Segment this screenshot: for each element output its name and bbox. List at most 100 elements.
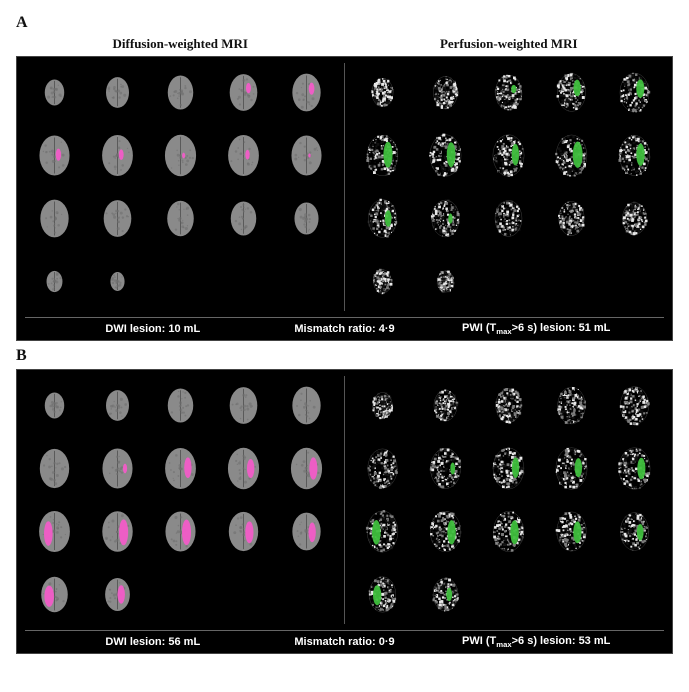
panel-a-dwi-grid	[25, 63, 336, 311]
panel-b-pwi-grid	[353, 376, 664, 624]
pwi-brain-slice	[416, 502, 475, 561]
pwi-brain-slice	[542, 252, 601, 311]
pwi-brain-slice	[353, 63, 412, 122]
panel-b: DWI lesion: 56 mL Mismatch ratio: 0·9 PW…	[16, 369, 673, 654]
panel-b-label: B	[16, 347, 673, 365]
col-header-pwi: Perfusion-weighted MRI	[345, 36, 674, 52]
panel-a-pwi-grid	[353, 63, 664, 311]
dwi-brain-slice	[25, 63, 84, 122]
dwi-brain-slice	[25, 439, 84, 498]
dwi-brain-slice	[214, 439, 273, 498]
dwi-brain-slice	[88, 252, 147, 311]
dwi-brain-slice	[151, 502, 210, 561]
pwi-brain-slice	[542, 376, 601, 435]
dwi-readout: DWI lesion: 10 mL	[25, 323, 281, 335]
pwi-brain-slice	[542, 189, 601, 248]
dwi-brain-slice	[277, 439, 336, 498]
dwi-brain-slice	[151, 376, 210, 435]
dwi-brain-slice	[88, 565, 147, 624]
pwi-brain-slice	[353, 126, 412, 185]
dwi-brain-slice	[214, 376, 273, 435]
dwi-brain-slice	[25, 189, 84, 248]
pwi-brain-slice	[479, 252, 538, 311]
dwi-brain-slice	[88, 376, 147, 435]
pwi-brain-slice	[542, 439, 601, 498]
dwi-brain-slice	[214, 502, 273, 561]
dwi-brain-slice	[151, 439, 210, 498]
pwi-brain-slice	[479, 189, 538, 248]
pwi-brain-slice	[353, 376, 412, 435]
pwi-brain-slice	[353, 252, 412, 311]
dwi-brain-slice	[88, 126, 147, 185]
dwi-brain-slice	[277, 63, 336, 122]
dwi-brain-slice	[88, 189, 147, 248]
dwi-brain-slice	[88, 63, 147, 122]
pwi-brain-slice	[605, 189, 664, 248]
panel-divider	[344, 376, 345, 624]
panel-b-dwi-grid	[25, 376, 336, 624]
dwi-brain-slice	[151, 63, 210, 122]
dwi-brain-slice	[214, 189, 273, 248]
pwi-brain-slice	[542, 502, 601, 561]
pwi-brain-slice	[605, 63, 664, 122]
dwi-brain-slice	[151, 252, 210, 311]
dwi-brain-slice	[25, 565, 84, 624]
pwi-brain-slice	[416, 189, 475, 248]
dwi-brain-slice	[277, 252, 336, 311]
pwi-brain-slice	[416, 439, 475, 498]
dwi-brain-slice	[151, 189, 210, 248]
pwi-brain-slice	[479, 376, 538, 435]
dwi-brain-slice	[88, 502, 147, 561]
pwi-brain-slice	[353, 189, 412, 248]
pwi-brain-slice	[479, 126, 538, 185]
dwi-brain-slice	[25, 126, 84, 185]
col-header-dwi: Diffusion-weighted MRI	[16, 36, 345, 52]
pwi-brain-slice	[479, 439, 538, 498]
panel-a-label: A	[16, 14, 673, 32]
mismatch-readout: Mismatch ratio: 4·9	[281, 323, 409, 335]
dwi-brain-slice	[277, 126, 336, 185]
dwi-brain-slice	[214, 252, 273, 311]
panel-a-readout: DWI lesion: 10 mL Mismatch ratio: 4·9 PW…	[25, 317, 664, 336]
pwi-brain-slice	[605, 502, 664, 561]
pwi-brain-slice	[479, 63, 538, 122]
pwi-brain-slice	[605, 439, 664, 498]
dwi-brain-slice	[277, 376, 336, 435]
pwi-brain-slice	[353, 565, 412, 624]
pwi-brain-slice	[542, 565, 601, 624]
pwi-brain-slice	[416, 126, 475, 185]
pwi-brain-slice	[542, 63, 601, 122]
pwi-brain-slice	[605, 376, 664, 435]
panel-b-readout: DWI lesion: 56 mL Mismatch ratio: 0·9 PW…	[25, 630, 664, 649]
pwi-brain-slice	[416, 376, 475, 435]
dwi-brain-slice	[277, 502, 336, 561]
dwi-brain-slice	[277, 189, 336, 248]
pwi-brain-slice	[479, 565, 538, 624]
pwi-brain-slice	[605, 126, 664, 185]
dwi-brain-slice	[214, 63, 273, 122]
dwi-brain-slice	[25, 376, 84, 435]
dwi-brain-slice	[214, 126, 273, 185]
dwi-brain-slice	[277, 565, 336, 624]
panel-divider	[344, 63, 345, 311]
mismatch-readout: Mismatch ratio: 0·9	[281, 636, 409, 648]
pwi-brain-slice	[542, 126, 601, 185]
dwi-brain-slice	[214, 565, 273, 624]
dwi-brain-slice	[88, 439, 147, 498]
pwi-brain-slice	[416, 252, 475, 311]
dwi-brain-slice	[151, 565, 210, 624]
column-headers: Diffusion-weighted MRI Perfusion-weighte…	[16, 36, 673, 52]
dwi-brain-slice	[151, 126, 210, 185]
dwi-readout: DWI lesion: 56 mL	[25, 636, 281, 648]
pwi-brain-slice	[416, 565, 475, 624]
panel-a: DWI lesion: 10 mL Mismatch ratio: 4·9 PW…	[16, 56, 673, 341]
pwi-readout: PWI (Tmax>6 s) lesion: 53 mL	[408, 635, 664, 649]
dwi-brain-slice	[25, 502, 84, 561]
pwi-readout: PWI (Tmax>6 s) lesion: 51 mL	[408, 322, 664, 336]
pwi-brain-slice	[416, 63, 475, 122]
pwi-brain-slice	[605, 252, 664, 311]
pwi-brain-slice	[479, 502, 538, 561]
figure-root: A Diffusion-weighted MRI Perfusion-weigh…	[0, 0, 689, 670]
dwi-brain-slice	[25, 252, 84, 311]
pwi-brain-slice	[353, 502, 412, 561]
